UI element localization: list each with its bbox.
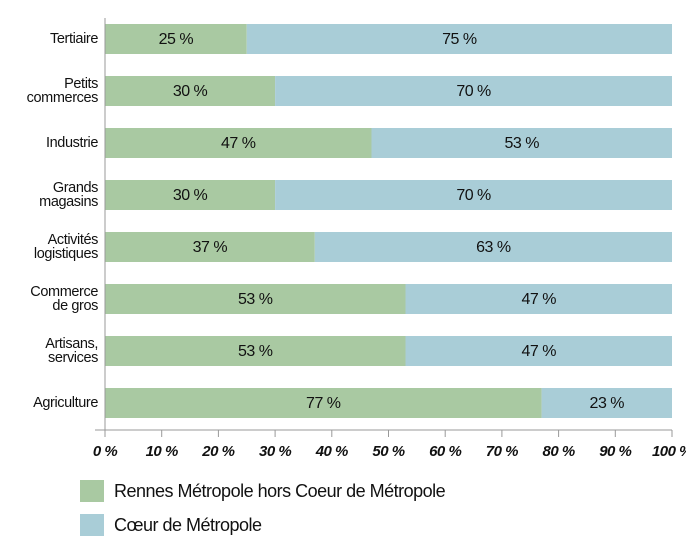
bar-segment [371,128,672,158]
y-tick-label: Grands magasins [39,180,98,210]
x-tick-label: 60 % [429,443,461,460]
bar-segment [275,180,672,210]
legend-swatch [80,480,104,502]
y-tick-label: Industrie [45,135,98,151]
bar-segment [541,388,672,418]
y-tick-label: Activités logistiques [33,232,99,262]
bar-segment [105,128,372,158]
bar-segment [314,232,672,262]
data-label: 47 % [522,343,557,360]
x-tick-label: 50 % [372,443,404,460]
y-tick-label: Petits commerces [26,76,99,106]
data-label: 37 % [193,239,228,256]
y-tick-label: Commerce de gros [30,284,98,314]
x-tick-label: 10 % [146,443,178,460]
data-label: 23 % [590,395,625,412]
y-tick-label: Tertiaire [50,31,98,47]
x-tick-label: 90 % [599,443,631,460]
legend-label: Cœur de Métropole [114,515,262,535]
bar-segment [275,76,672,106]
data-label: 53 % [505,135,540,152]
data-label: 30 % [173,187,208,204]
data-label: 63 % [476,239,511,256]
x-tick-label: 100 % [652,443,686,460]
data-label: 77 % [306,395,341,412]
x-tick-label: 40 % [315,443,348,460]
data-label: 70 % [456,187,491,204]
data-label: 53 % [238,291,273,308]
bar-segment [405,336,672,366]
data-label: 47 % [522,291,557,308]
legend-label: Rennes Métropole hors Coeur de Métropole [114,481,446,501]
x-tick-label: 80 % [542,443,574,460]
x-tick-label: 20 % [201,443,234,460]
bar-segment [105,388,542,418]
data-label: 53 % [238,343,273,360]
legend-swatch [80,514,104,536]
x-tick-label: 30 % [259,443,291,460]
bar-segment [405,284,672,314]
bar-segment [105,24,247,54]
data-label: 25 % [159,31,194,48]
x-tick-label: 0 % [93,443,118,460]
y-tick-label: Artisans, services [45,336,98,366]
data-label: 75 % [442,31,477,48]
y-tick-label: Agriculture [33,395,98,411]
data-label: 30 % [173,83,208,100]
bar-segment [105,232,315,262]
x-tick-label: 70 % [486,443,518,460]
bar-segment [105,336,406,366]
bar-segment [105,180,276,210]
data-label: 70 % [456,83,491,100]
bar-segment [246,24,672,54]
bar-segment [105,76,276,106]
data-label: 47 % [221,135,256,152]
bar-segment [105,284,406,314]
